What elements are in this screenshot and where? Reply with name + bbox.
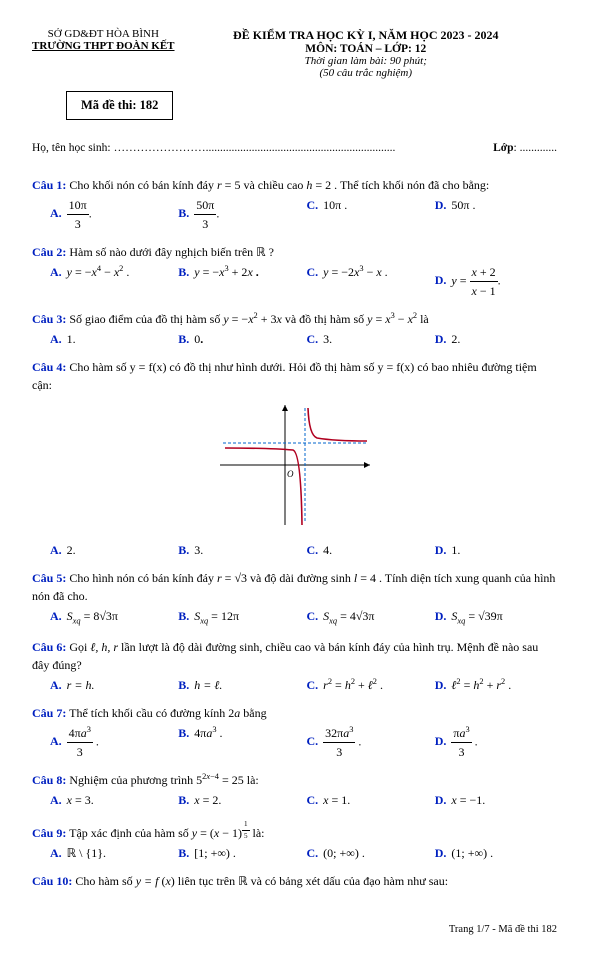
student-label: Họ, tên học sinh: xyxy=(32,142,111,154)
q4-options: A. 2. B. 3. C. 4. D. 1. xyxy=(50,541,557,559)
q4-text: Cho hàm số y = f(x) có đồ thị như hình d… xyxy=(32,360,537,392)
q9-opt-b: B. [1; +∞) . xyxy=(178,844,300,862)
exam-duration: Thời gian làm bài: 90 phút; xyxy=(175,55,557,67)
q9-num: Câu 9: xyxy=(32,826,66,840)
q2-text: Hàm số nào dưới đây nghịch biến trên ℝ ? xyxy=(69,245,274,259)
dots-1: ……………………................................… xyxy=(114,142,491,154)
q3-opt-c: C. 3. xyxy=(307,330,429,348)
q9-opt-d: D. (1; +∞) . xyxy=(435,844,557,862)
question-2: Câu 2: Hàm số nào dưới đây nghịch biến t… xyxy=(32,243,557,300)
q4-graph: O xyxy=(32,400,557,535)
q3-options: A. 1. B. 0. C. 3. D. 2. xyxy=(50,330,557,348)
question-4: Câu 4: Cho hàm số y = f(x) có đồ thị như… xyxy=(32,358,557,559)
q7-opt-b: B. 4πa3 . xyxy=(178,724,300,761)
exam-numq: (50 câu trắc nghiệm) xyxy=(175,67,557,79)
question-8: Câu 8: Nghiệm của phương trình 52x−4 = 2… xyxy=(32,771,557,809)
q5-opt-b: B. Sxq = 12π xyxy=(178,607,300,628)
q8-text: Nghiệm của phương trình 52x−4 = 25 là: xyxy=(69,773,258,787)
q1-opt-d: D. 50π . xyxy=(435,196,557,233)
q2-opt-c: C. y = −2x3 − x . xyxy=(307,263,429,300)
class-label: Lớp xyxy=(493,142,513,154)
question-3: Câu 3: Số giao điểm của đồ thị hàm số y … xyxy=(32,310,557,348)
q7-opt-a: A. 4πa33 . xyxy=(50,724,172,761)
q7-text: Thể tích khối cầu có đường kính 2a bằng xyxy=(69,706,266,720)
q5-options: A. Sxq = 8√3π B. Sxq = 12π C. Sxq = 4√3π… xyxy=(50,607,557,628)
q4-opt-c: C. 4. xyxy=(307,541,429,559)
q1-num: Câu 1: xyxy=(32,178,66,192)
q6-text: Gọi ℓ, h, r lần lượt là độ dài đường sin… xyxy=(32,640,538,672)
q1-options: A. 10π3. B. 50π3. C. 10π . D. 50π . xyxy=(50,196,557,233)
q7-num: Câu 7: xyxy=(32,706,66,720)
q10-num: Câu 10: xyxy=(32,874,72,888)
q9-opt-a: A. ℝ \ {1}. xyxy=(50,844,172,862)
q7-opt-c: C. 32πa33 . xyxy=(307,724,429,761)
q2-num: Câu 2: xyxy=(32,245,66,259)
q5-text: Cho hình nón có bán kính đáy r = √3 và đ… xyxy=(32,571,555,603)
q3-opt-d: D. 2. xyxy=(435,330,557,348)
question-7: Câu 7: Thể tích khối cầu có đường kính 2… xyxy=(32,704,557,761)
q1-opt-a: A. 10π3. xyxy=(50,196,172,233)
q8-opt-d: D. x = −1. xyxy=(435,791,557,809)
q3-text: Số giao điểm của đồ thị hàm số y = −x2 +… xyxy=(69,312,428,326)
q7-options: A. 4πa33 . B. 4πa3 . C. 32πa33 . D. πa33… xyxy=(50,724,557,761)
question-10: Câu 10: Cho hàm số y = f (x) liên tục tr… xyxy=(32,872,557,890)
q2-opt-a: A. y = −x4 − x2 . xyxy=(50,263,172,300)
q6-opt-a: A. r = h. xyxy=(50,676,172,694)
q4-num: Câu 4: xyxy=(32,360,66,374)
q1-opt-b: B. 50π3. xyxy=(178,196,300,233)
q7-opt-d: D. πa33 . xyxy=(435,724,557,761)
q3-opt-b: B. 0. xyxy=(178,330,300,348)
q9-opt-c: C. (0; +∞) . xyxy=(307,844,429,862)
q10-text: Cho hàm số y = f (x) liên tục trên ℝ và … xyxy=(75,874,448,888)
q8-opt-b: B. x = 2. xyxy=(178,791,300,809)
q6-opt-b: B. h = ℓ. xyxy=(178,676,300,694)
q5-opt-d: D. Sxq = √39π xyxy=(435,607,557,628)
q5-opt-a: A. Sxq = 8√3π xyxy=(50,607,172,628)
question-1: Câu 1: Cho khối nón có bán kính đáy r = … xyxy=(32,176,557,233)
question-9: Câu 9: Tập xác định của hàm số y = (x − … xyxy=(32,819,557,862)
question-5: Câu 5: Cho hình nón có bán kính đáy r = … xyxy=(32,569,557,628)
q3-opt-a: A. 1. xyxy=(50,330,172,348)
q6-num: Câu 6: xyxy=(32,640,66,654)
q8-opt-c: C. x = 1. xyxy=(307,791,429,809)
school-name: TRƯỜNG THPT ĐOÀN KẾT xyxy=(32,40,175,52)
q6-options: A. r = h. B. h = ℓ. C. r2 = h2 + ℓ2 . D.… xyxy=(50,676,557,694)
q1-text: Cho khối nón có bán kính đáy r = 5 và ch… xyxy=(69,178,489,192)
exam-subject: MÔN: TOÁN – LỚP: 12 xyxy=(175,43,557,55)
student-line: Họ, tên học sinh: ……………………..............… xyxy=(32,142,557,154)
question-6: Câu 6: Gọi ℓ, h, r lần lượt là độ dài đư… xyxy=(32,638,557,694)
q1-opt-c: C. 10π . xyxy=(307,196,429,233)
exam-code-box: Mã đề thi: 182 xyxy=(66,91,173,120)
q2-opt-b: B. y = −x3 + 2x . xyxy=(178,263,300,300)
q5-num: Câu 5: xyxy=(32,571,66,585)
q4-opt-b: B. 3. xyxy=(178,541,300,559)
q5-opt-c: C. Sxq = 4√3π xyxy=(307,607,429,628)
q8-num: Câu 8: xyxy=(32,773,66,787)
header-left: SỞ GD&ĐT HÒA BÌNH TRƯỜNG THPT ĐOÀN KẾT xyxy=(32,28,175,79)
graph-svg: O xyxy=(215,400,375,530)
q9-options: A. ℝ \ {1}. B. [1; +∞) . C. (0; +∞) . D.… xyxy=(50,844,557,862)
exam-title: ĐỀ KIỂM TRA HỌC KỲ I, NĂM HỌC 2023 - 202… xyxy=(175,28,557,43)
q4-opt-a: A. 2. xyxy=(50,541,172,559)
page-footer: Trang 1/7 - Mã đề thi 182 xyxy=(32,924,557,935)
q3-num: Câu 3: xyxy=(32,312,66,326)
header: SỞ GD&ĐT HÒA BÌNH TRƯỜNG THPT ĐOÀN KẾT Đ… xyxy=(32,28,557,79)
department: SỞ GD&ĐT HÒA BÌNH xyxy=(32,28,175,40)
q8-options: A. x = 3. B. x = 2. C. x = 1. D. x = −1. xyxy=(50,791,557,809)
header-right: ĐỀ KIỂM TRA HỌC KỲ I, NĂM HỌC 2023 - 202… xyxy=(175,28,557,79)
q4-opt-d: D. 1. xyxy=(435,541,557,559)
q2-options: A. y = −x4 − x2 . B. y = −x3 + 2x . C. y… xyxy=(50,263,557,300)
q2-opt-d: D. y = x + 2x − 1. xyxy=(435,263,557,300)
q6-opt-d: D. ℓ2 = h2 + r2 . xyxy=(435,676,557,694)
q8-opt-a: A. x = 3. xyxy=(50,791,172,809)
svg-text:O: O xyxy=(287,469,294,479)
dots-2: : ............. xyxy=(514,142,557,154)
q9-text: Tập xác định của hàm số y = (x − 1)15 là… xyxy=(69,826,264,840)
q6-opt-c: C. r2 = h2 + ℓ2 . xyxy=(307,676,429,694)
